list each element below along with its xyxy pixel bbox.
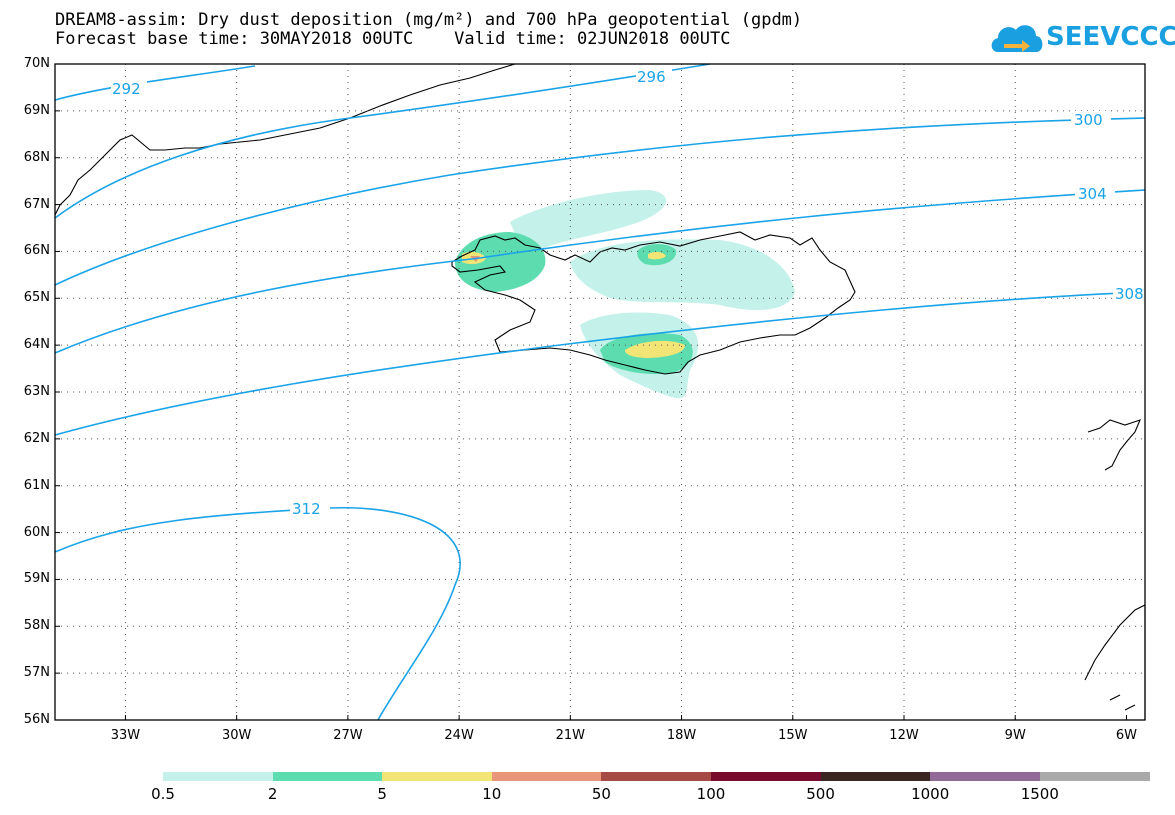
dust-area-west [455,232,546,292]
colorbar-segment [491,772,602,781]
geopotential-contours [54,63,1146,721]
contour-308 [54,291,1146,436]
coastline-greenland [54,63,516,216]
lon-label: 27W [333,728,363,743]
colorbar-segment [1039,772,1150,781]
coastline-scotland [1084,604,1146,720]
contour-304 [54,189,1146,354]
dust-area-northeast [570,239,795,311]
dust-area-northeast-hotspot [648,251,666,260]
contour-label-296: 296 [637,68,666,86]
dust-deposition-shading [455,190,795,399]
colorbar-segment [272,772,383,781]
cloud-arrow-icon [991,25,1043,52]
lon-label: 6W [1115,728,1138,743]
dust-area-south-hotspot [625,340,685,358]
lat-label: 64N [23,337,50,353]
lat-label: 67N [23,196,50,212]
colorbar-label: 1000 [911,785,950,803]
lat-label: 60N [23,524,50,540]
map-title: DREAM8-assim: Dry dust deposition (mg/m²… [55,10,803,30]
lat-label: 59N [23,571,50,587]
lon-label: 33W [110,728,141,743]
lat-label: 63N [23,384,50,399]
logo-text: SEEVCCC [1046,22,1175,52]
lat-label: 66N [23,243,50,259]
lat-label: 61N [23,477,50,493]
lon-label: 15W [778,728,808,743]
lon-label: 21W [555,728,586,743]
lon-label: 9W [1004,728,1026,743]
lat-label: 70N [23,56,50,71]
lat-label: 69N [23,102,50,118]
map-frame [54,63,1146,721]
lat-label: 57N [23,665,50,681]
contour-labels: 292 296 300 304 308 312 [111,68,1147,518]
contour-label-292: 292 [112,80,141,98]
lat-label: 58N [23,618,50,634]
lon-label: 24W [444,728,474,743]
colorbar-segment [601,772,712,781]
colorbar-label: 1500 [1020,785,1059,803]
lat-label: 65N [23,290,50,306]
lon-label: 18W [666,728,697,743]
colorbar-segment [820,772,931,781]
lon-label: 30W [221,728,252,743]
colorbar-label: 0.5 [151,785,175,803]
contour-label-300: 300 [1074,111,1103,129]
contour-label-304: 304 [1078,185,1107,203]
dust-area-north [510,190,667,250]
lat-label: 62N [23,430,50,446]
map-subtitle: Forecast base time: 30MAY2018 00UTC Vali… [55,29,731,49]
contour-296 [54,63,711,219]
colorbar-segment [163,772,274,781]
coastline-faroe [1087,419,1141,471]
colorbar-label: 100 [696,785,726,803]
lat-lon-grid [55,64,1145,720]
contour-label-312: 312 [292,500,321,518]
colorbar-label: 50 [591,785,611,803]
contour-312 [54,506,461,721]
colorbar-label: 5 [377,785,387,803]
colorbar-label: 10 [482,785,502,803]
lat-label: 56N [23,712,50,727]
contour-300 [54,117,1146,286]
contour-label-308: 308 [1115,285,1144,303]
colorbar-label: 2 [267,785,278,803]
colorbar-segment [711,772,822,781]
coastlines [54,63,1146,720]
seevccc-logo: SEEVCCC [988,16,1175,60]
colorbar-label: 500 [806,785,835,803]
colorbar-segment [382,772,493,781]
lon-label: 12W [889,728,919,743]
axis-ticks [55,63,1127,721]
colorbar-segment [930,772,1041,781]
contour-292 [54,65,256,101]
lat-label: 68N [23,149,50,165]
coastline-iceland [451,231,856,375]
